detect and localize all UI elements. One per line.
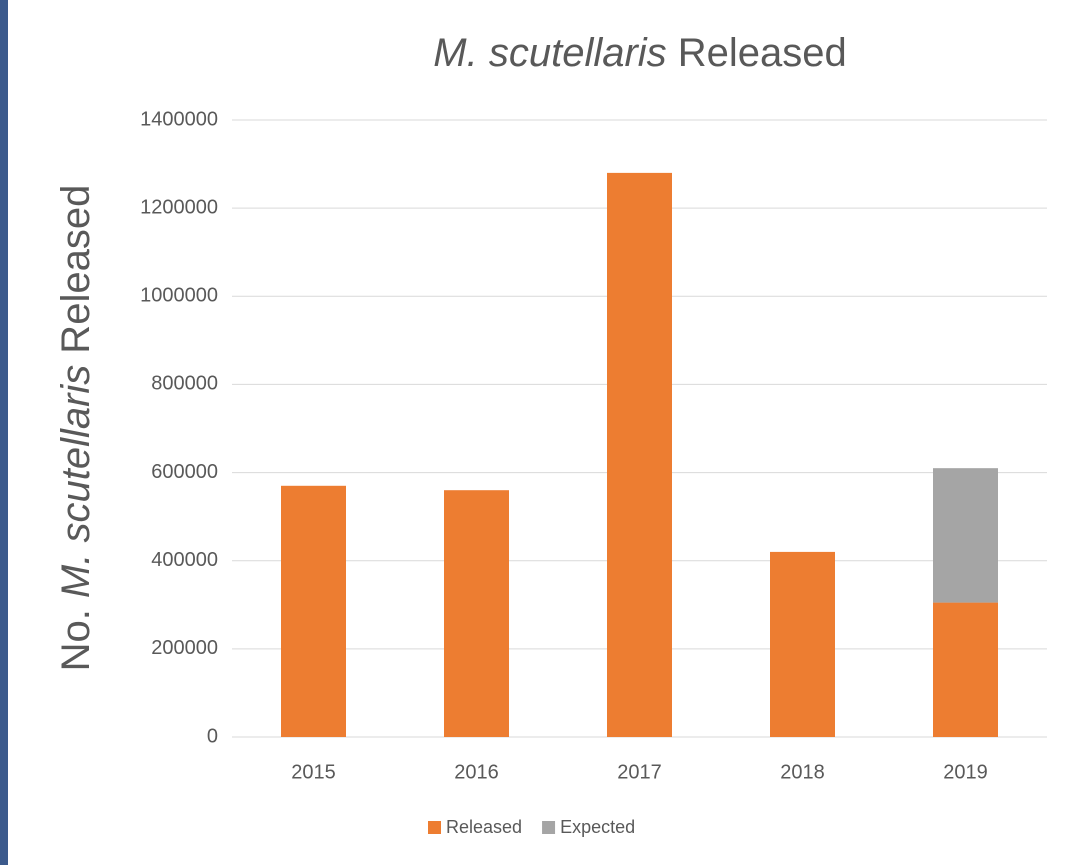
ylabel-after: Released bbox=[54, 185, 98, 354]
bar bbox=[933, 602, 998, 737]
legend-label: Expected bbox=[560, 817, 635, 837]
y-tick-label: 1400000 bbox=[140, 108, 218, 130]
y-tick-label: 600000 bbox=[151, 461, 218, 483]
legend-swatch bbox=[542, 821, 556, 834]
bar bbox=[281, 485, 346, 737]
x-tick-label: 2018 bbox=[780, 761, 825, 783]
legend-label: Released bbox=[446, 817, 522, 837]
y-tick-label: 1000000 bbox=[140, 285, 218, 307]
legend-swatch bbox=[428, 821, 441, 834]
bar bbox=[444, 490, 509, 737]
y-tick-label: 1200000 bbox=[140, 196, 218, 218]
chart-title: M. scutellaris Released bbox=[433, 31, 846, 75]
title-italic: M. scutellaris bbox=[433, 31, 666, 75]
bar bbox=[770, 551, 835, 737]
bar bbox=[933, 468, 998, 603]
y-tick-label: 400000 bbox=[151, 549, 218, 571]
side-strip bbox=[0, 0, 8, 865]
ylabel-before: No. bbox=[54, 609, 98, 671]
x-tick-label: 2015 bbox=[291, 761, 336, 783]
y-tick-label: 800000 bbox=[151, 373, 218, 395]
title-text: Released bbox=[678, 31, 847, 75]
x-tick-label: 2016 bbox=[454, 761, 499, 783]
bar bbox=[607, 172, 672, 737]
ylabel-italic: M. scutellaris bbox=[54, 365, 98, 598]
y-tick-label: 0 bbox=[207, 725, 218, 747]
y-tick-label: 200000 bbox=[151, 637, 218, 659]
x-tick-label: 2019 bbox=[943, 761, 988, 783]
y-axis-label: No. M. scutellaris Released bbox=[54, 185, 98, 672]
x-tick-label: 2017 bbox=[617, 761, 662, 783]
